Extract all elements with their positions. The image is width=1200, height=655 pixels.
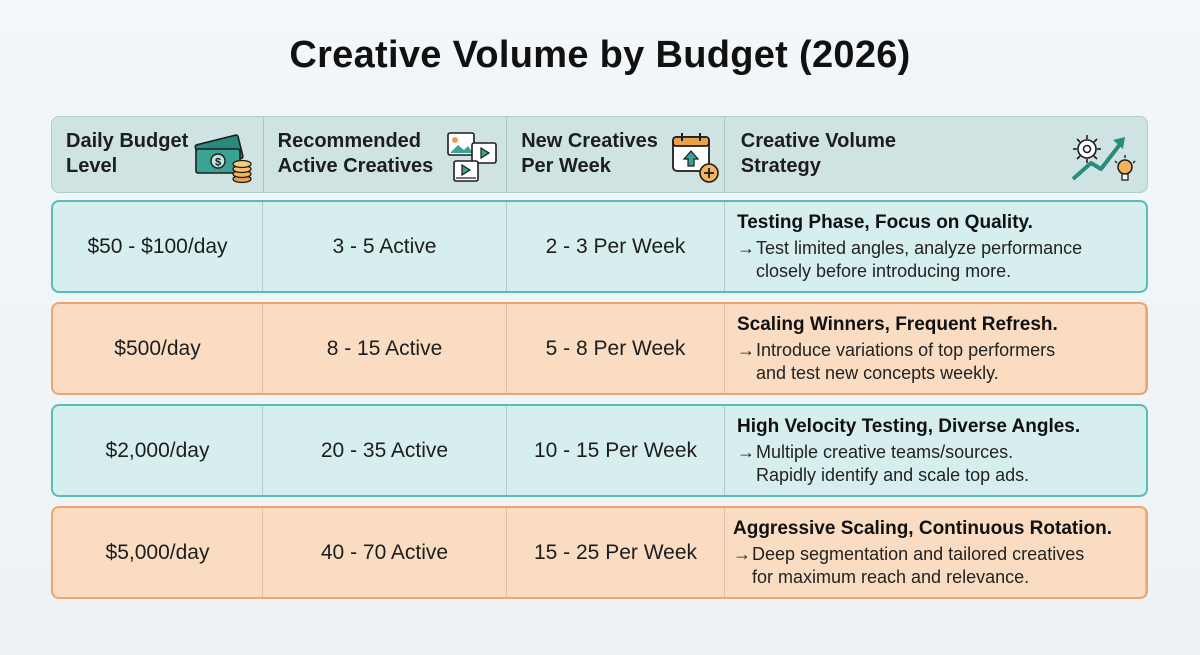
header-new-creatives: New Creatives Per Week <box>507 117 725 192</box>
arrow-icon: → <box>733 544 751 564</box>
new-per-week-cell: 5 - 8 Per Week <box>507 304 725 393</box>
money-stack-icon: $ <box>194 134 252 184</box>
active-creatives-cell: 40 - 70 Active <box>263 508 507 597</box>
header-label-line2: Strategy <box>740 155 821 177</box>
active-creatives-cell: 20 - 35 Active <box>263 406 507 495</box>
header-label-line1: Recommended <box>277 130 421 152</box>
strategy-description: →Test limited angles, analyze performanc… <box>737 237 1082 283</box>
strategy-description: →Introduce variations of top performers … <box>737 339 1055 385</box>
table-row: $50 - $100/day 3 - 5 Active 2 - 3 Per We… <box>51 200 1148 293</box>
strategy-title: Scaling Winners, Frequent Refresh. <box>737 314 1058 335</box>
arrow-icon: → <box>737 238 755 258</box>
strategy-line2: for maximum reach and relevance. <box>752 567 1030 587</box>
strategy-line2: Rapidly identify and scale top ads. <box>756 465 1030 485</box>
calendar-upload-icon <box>672 133 719 183</box>
page-title: Creative Volume by Budget (2026) <box>289 34 911 76</box>
budget-cell: $500/day <box>53 304 263 393</box>
strategy-line1: Introduce variations of top performers <box>756 340 1056 360</box>
active-creatives-cell: 3 - 5 Active <box>263 202 507 291</box>
new-per-week-cell: 10 - 15 Per Week <box>507 406 725 495</box>
arrow-icon: → <box>737 340 755 360</box>
header-label-line1: Creative Volume <box>740 130 897 152</box>
budget-cell: $2,000/day <box>53 406 263 495</box>
strategy-title: High Velocity Testing, Diverse Angles. <box>737 416 1081 437</box>
table-row: $2,000/day 20 - 35 Active 10 - 15 Per We… <box>51 404 1148 497</box>
svg-text:$: $ <box>215 157 221 169</box>
growth-gear-bulb-icon <box>1071 135 1136 181</box>
header-label-line2: Active Creatives <box>277 155 434 177</box>
header-label-line2: Level <box>66 155 118 177</box>
strategy-title: Aggressive Scaling, Continuous Rotation. <box>733 518 1112 539</box>
new-per-week-cell: 15 - 25 Per Week <box>507 508 725 597</box>
media-files-icon <box>446 132 497 182</box>
strategy-cell: Aggressive Scaling, Continuous Rotation.… <box>725 508 1146 597</box>
header-active-creatives: Recommended Active Creatives <box>264 117 508 192</box>
strategy-title: Testing Phase, Focus on Quality. <box>737 212 1033 233</box>
strategy-line1: Test limited angles, analyze performance <box>756 238 1083 258</box>
strategy-line2: closely before introducing more. <box>756 261 1012 281</box>
table-row: $5,000/day 40 - 70 Active 15 - 25 Per We… <box>51 506 1148 599</box>
strategy-line2: and test new concepts weekly. <box>756 363 999 383</box>
strategy-cell: Scaling Winners, Frequent Refresh. →Intr… <box>725 304 1146 393</box>
header-strategy: Creative Volume Strategy <box>725 117 1147 192</box>
header-label-line1: Daily Budget <box>66 130 189 152</box>
budget-cell: $5,000/day <box>53 508 263 597</box>
header-label-line2: Per Week <box>521 155 611 177</box>
table-row: $500/day 8 - 15 Active 5 - 8 Per Week Sc… <box>51 302 1148 395</box>
header-label-line1: New Creatives <box>521 130 658 152</box>
budget-cell: $50 - $100/day <box>53 202 263 291</box>
active-creatives-cell: 8 - 15 Active <box>263 304 507 393</box>
strategy-cell: High Velocity Testing, Diverse Angles. →… <box>725 406 1146 495</box>
strategy-cell: Testing Phase, Focus on Quality. →Test l… <box>725 202 1146 291</box>
arrow-icon: → <box>737 442 755 462</box>
strategy-line1: Deep segmentation and tailored creatives <box>752 544 1085 564</box>
table-header: Daily Budget Level $ Recommended Active … <box>51 116 1148 193</box>
strategy-description: →Multiple creative teams/sources. Rapidl… <box>737 441 1029 487</box>
header-daily-budget: Daily Budget Level $ <box>52 117 264 192</box>
strategy-description: →Deep segmentation and tailored creative… <box>733 543 1084 589</box>
strategy-line1: Multiple creative teams/sources. <box>756 442 1014 462</box>
new-per-week-cell: 2 - 3 Per Week <box>507 202 725 291</box>
